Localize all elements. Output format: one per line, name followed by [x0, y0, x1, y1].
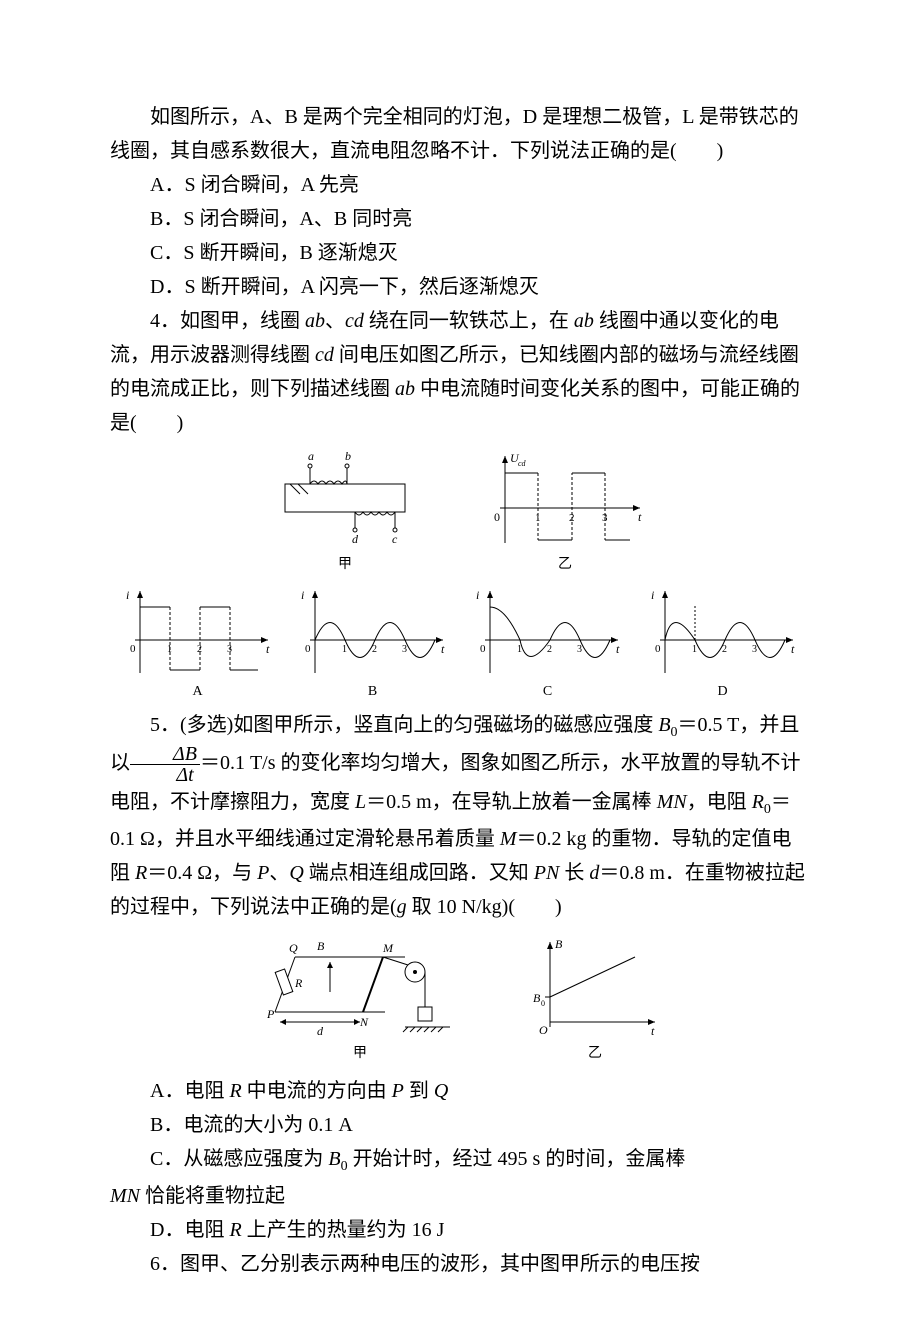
svg-text:t: t: [441, 642, 445, 656]
svg-text:R: R: [294, 976, 303, 990]
svg-text:3: 3: [577, 644, 582, 655]
q3-option-b: B．S 闭合瞬间，A、B 同时亮: [110, 202, 810, 236]
ucd-graph: U cd t 0 1 2 3: [480, 448, 650, 553]
q4-choice-c: i t 0 1 2 3 C: [470, 585, 625, 704]
svg-text:O: O: [539, 1023, 548, 1037]
q5-figures: M N R P Q B d: [110, 932, 810, 1066]
svg-text:d: d: [317, 1024, 324, 1038]
svg-text:t: t: [791, 642, 795, 656]
svg-text:2: 2: [197, 644, 202, 655]
svg-text:1: 1: [167, 644, 172, 655]
svg-text:3: 3: [227, 644, 232, 655]
svg-text:0: 0: [305, 643, 311, 655]
svg-text:i: i: [126, 588, 129, 602]
svg-text:3: 3: [752, 644, 757, 655]
q3-stem: 如图所示，A、B 是两个完全相同的灯泡，D 是理想二极管，L 是带铁芯的线圈，其…: [110, 100, 810, 168]
svg-text:i: i: [301, 588, 304, 602]
q5-option-d: D．电阻 R 上产生的热量约为 16 J: [110, 1213, 810, 1247]
svg-text:3: 3: [602, 512, 608, 524]
svg-text:1: 1: [342, 644, 347, 655]
svg-text:t: t: [638, 510, 642, 524]
q3-option-c: C．S 断开瞬间，B 逐渐熄灭: [110, 236, 810, 270]
svg-text:b: b: [345, 449, 351, 463]
q3-option-d: D．S 断开瞬间，A 闪亮一下，然后逐渐熄灭: [110, 270, 810, 304]
svg-text:3: 3: [402, 644, 407, 655]
svg-text:0: 0: [494, 510, 500, 524]
svg-text:P: P: [266, 1007, 275, 1021]
q5-fig-jia: M N R P Q B d: [255, 932, 465, 1066]
svg-text:N: N: [359, 1015, 369, 1029]
q3-option-a: A．S 闭合瞬间，A 先亮: [110, 168, 810, 202]
q4-fig-jia: a b d c 甲: [270, 448, 420, 577]
svg-text:a: a: [308, 449, 314, 463]
q5-option-c-cont: MN 恰能将重物拉起: [110, 1179, 810, 1213]
transformer-diagram: a b d c: [270, 448, 420, 553]
svg-text:B: B: [533, 991, 541, 1005]
svg-text:i: i: [476, 588, 479, 602]
svg-text:0: 0: [541, 999, 545, 1008]
q4-choice-d: i t 0 1 2 3 D: [645, 585, 800, 704]
svg-text:d: d: [352, 532, 359, 546]
svg-text:B: B: [317, 939, 325, 953]
svg-text:0: 0: [480, 643, 486, 655]
q5-option-a: A．电阻 R 中电流的方向由 P 到 Q: [110, 1074, 810, 1108]
svg-text:c: c: [392, 532, 398, 546]
svg-text:0: 0: [655, 643, 661, 655]
svg-text:t: t: [651, 1024, 655, 1038]
svg-text:B: B: [555, 937, 563, 951]
svg-text:M: M: [382, 941, 394, 955]
q5-option-c: C．从磁感应强度为 B0 开始计时，经过 495 s 的时间，金属棒: [110, 1142, 810, 1179]
q4-fig-yi: U cd t 0 1 2 3 乙: [480, 448, 650, 577]
svg-text:t: t: [266, 642, 270, 656]
svg-text:Q: Q: [289, 941, 298, 955]
svg-text:2: 2: [372, 644, 377, 655]
q4-stem: 4．如图甲，线圈 ab、cd 绕在同一软铁芯上，在 ab 线圈中通以变化的电流，…: [110, 304, 810, 440]
svg-text:0: 0: [130, 643, 136, 655]
q5-fig-yi: B t O B 0 乙: [525, 932, 665, 1066]
svg-text:i: i: [651, 588, 654, 602]
svg-text:1: 1: [535, 512, 541, 524]
svg-text:1: 1: [692, 644, 697, 655]
q5-option-b: B．电流的大小为 0.1 A: [110, 1108, 810, 1142]
q4-choice-b: i t 0 1 2 3 B: [295, 585, 450, 704]
q4-choices: i t 0 1 2 3 A i t: [110, 585, 810, 704]
svg-text:2: 2: [569, 512, 575, 524]
svg-text:cd: cd: [518, 459, 527, 468]
q4-figures-top: a b d c 甲: [110, 448, 810, 577]
q4-choice-a: i t 0 1 2 3 A: [120, 585, 275, 704]
q5-stem: 5．(多选)如图甲所示，竖直向上的匀强磁场的磁感应强度 B0＝0.5 T，并且以…: [110, 708, 810, 925]
svg-text:2: 2: [547, 644, 552, 655]
svg-text:t: t: [616, 642, 620, 656]
q6-stem: 6．图甲、乙分别表示两种电压的波形，其中图甲所示的电压按: [110, 1247, 810, 1281]
svg-text:1: 1: [517, 644, 522, 655]
svg-text:2: 2: [722, 644, 727, 655]
